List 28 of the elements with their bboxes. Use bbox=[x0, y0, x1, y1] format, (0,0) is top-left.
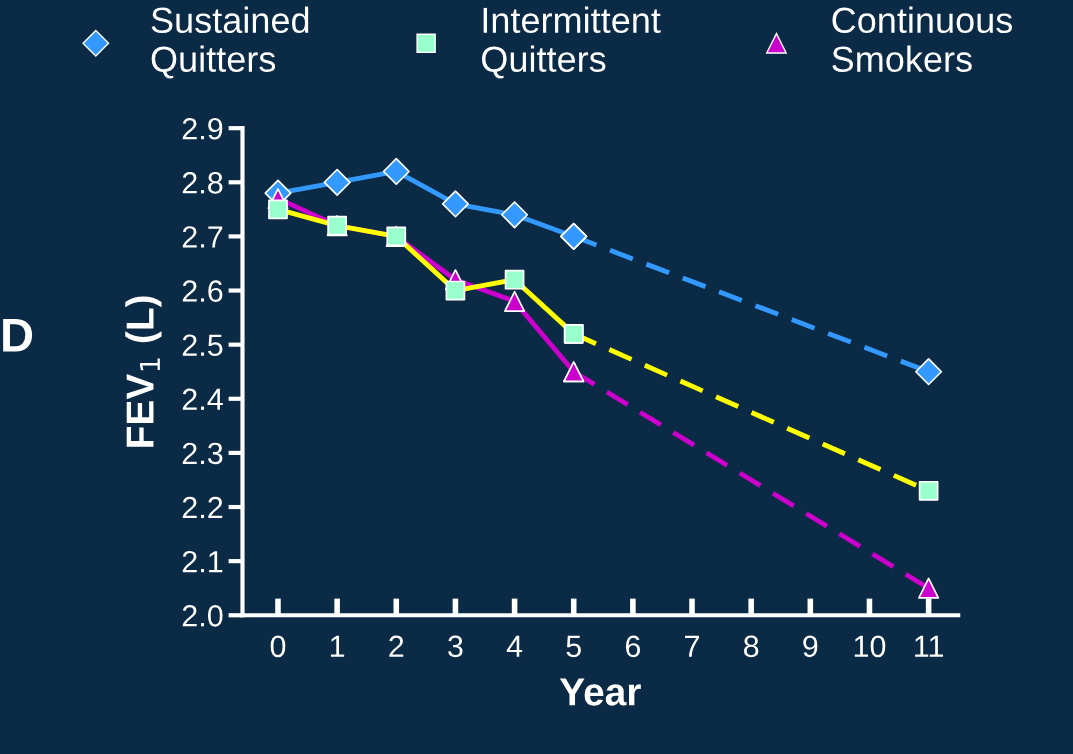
legend-label: Continuous Smokers bbox=[832, 6, 1013, 73]
y-tick-label: 2.3 bbox=[182, 442, 223, 465]
y-tick-label: 2.0 bbox=[182, 605, 223, 627]
y-tick-label: 2.2 bbox=[182, 496, 223, 519]
y-tick-label: 2.9 bbox=[182, 117, 223, 140]
x-tick-label: 2 bbox=[389, 635, 404, 657]
text: D bbox=[3, 319, 33, 352]
x-tick-label: 4 bbox=[506, 635, 523, 657]
x-tick-label: 1 bbox=[330, 635, 345, 657]
x-tick-label: 9 bbox=[803, 635, 818, 658]
x-tick-label: 6 bbox=[625, 635, 641, 658]
legend-label: Sustained Quitters bbox=[151, 6, 309, 79]
y-axis-title: FEV$_{1}$ (L) bbox=[125, 296, 162, 447]
x-tick-label: 10 bbox=[854, 635, 886, 658]
x-tick-label: 0 bbox=[270, 635, 286, 658]
y-tick-label: 2.8 bbox=[182, 172, 223, 194]
legend-label: Intermittent Quitters bbox=[482, 6, 661, 79]
x-tick-label: 5 bbox=[566, 635, 581, 658]
y-tick-label: 2.4 bbox=[182, 388, 223, 410]
y-tick-label: 2.6 bbox=[182, 280, 223, 302]
x-tick-label: 11 bbox=[915, 635, 943, 657]
x-axis-title: Year bbox=[559, 678, 641, 706]
x-tick-label: 3 bbox=[448, 635, 463, 658]
x-tick-label: 8 bbox=[744, 635, 759, 658]
x-tick-label: 7 bbox=[685, 635, 699, 657]
y-tick-label: 2.5 bbox=[182, 334, 223, 357]
y-tick-label: 2.1 bbox=[182, 550, 223, 573]
y-tick-label: 2.7 bbox=[182, 226, 223, 248]
